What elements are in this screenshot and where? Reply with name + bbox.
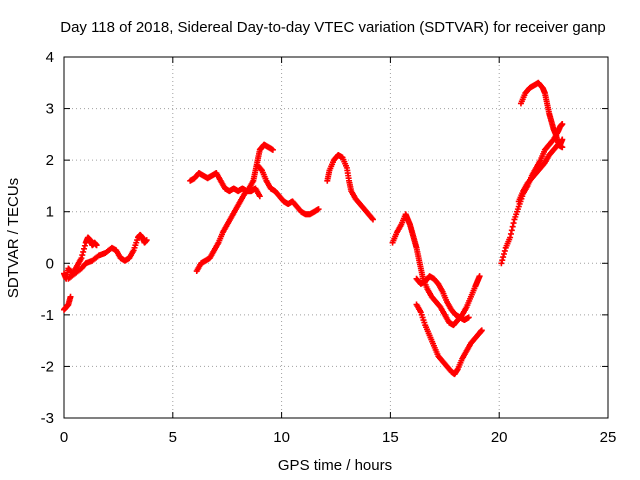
data-point xyxy=(369,215,376,222)
data-point xyxy=(256,193,263,200)
data-point xyxy=(143,237,150,244)
data-point xyxy=(559,136,566,143)
data-point xyxy=(79,252,86,259)
plot-frame xyxy=(63,56,609,419)
data-point xyxy=(81,242,88,249)
data-point xyxy=(507,230,514,237)
y-tick-label: 3 xyxy=(46,101,54,118)
data-point xyxy=(501,247,508,254)
x-tick-label: 20 xyxy=(491,429,508,446)
y-axis-label: SDTVAR / TECUs xyxy=(5,178,22,298)
data-point xyxy=(559,121,566,128)
data-point xyxy=(510,220,517,227)
chart-title: Day 118 of 2018, Sidereal Day-to-day VTE… xyxy=(60,19,606,36)
data-point xyxy=(81,245,88,252)
x-tick-label: 10 xyxy=(273,429,290,446)
x-axis-label: GPS time / hours xyxy=(278,457,392,474)
x-tick-label: 25 xyxy=(600,429,617,446)
data-point xyxy=(478,327,485,334)
data-point xyxy=(80,248,87,255)
data-point xyxy=(315,206,322,213)
y-tick-label: 1 xyxy=(46,204,54,221)
data-points xyxy=(61,79,566,378)
y-tick-label: 0 xyxy=(46,255,54,272)
x-tick-label: 5 xyxy=(169,429,177,446)
data-point xyxy=(509,223,516,230)
y-tick-label: -3 xyxy=(41,410,54,427)
axis-ticks: 0 5 10 15 20 25 -3 -2 -1 0 1 2 3 4 xyxy=(41,49,617,446)
y-tick-label: 2 xyxy=(46,152,54,169)
data-point xyxy=(500,251,507,258)
data-point xyxy=(269,146,276,153)
y-tick-label: -2 xyxy=(41,358,54,375)
data-point xyxy=(499,257,506,264)
x-tick-label: 15 xyxy=(382,429,399,446)
data-point xyxy=(369,216,376,223)
data-point xyxy=(498,260,505,267)
data-point xyxy=(508,227,515,234)
data-point xyxy=(93,242,100,249)
data-point xyxy=(476,273,483,280)
data-point xyxy=(67,293,74,300)
data-point xyxy=(500,254,507,261)
data-point xyxy=(258,166,265,173)
data-point xyxy=(78,255,85,262)
x-tick-label: 0 xyxy=(60,429,68,446)
y-tick-label: -1 xyxy=(41,307,54,324)
data-point xyxy=(465,314,472,321)
y-tick-label: 4 xyxy=(46,49,54,66)
data-point xyxy=(507,234,514,241)
